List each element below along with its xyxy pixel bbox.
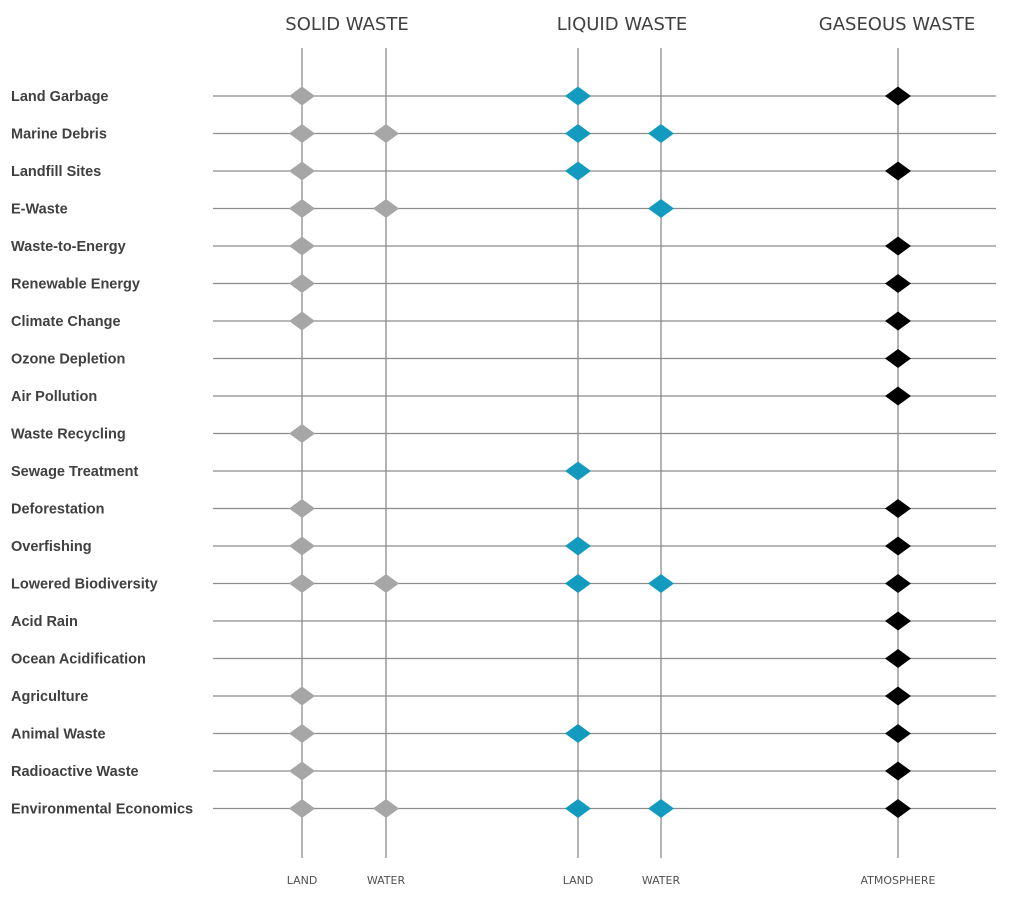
column-label: WATER [642, 874, 681, 887]
diamond-marker [289, 499, 315, 518]
diamond-marker [565, 124, 591, 143]
diamond-marker [373, 574, 399, 593]
row-label: Ocean Acidification [11, 652, 146, 668]
row-label: Land Garbage [11, 89, 109, 105]
diamond-marker [289, 199, 315, 218]
diamond-marker [885, 311, 911, 331]
diamond-marker [289, 86, 315, 106]
diamond-marker [289, 574, 315, 593]
row-label: Overfishing [11, 539, 92, 555]
diamond-marker [648, 199, 674, 218]
column-label: ATMOSPHERE [861, 874, 936, 887]
diamond-marker [289, 236, 315, 256]
row-label: Animal Waste [11, 727, 106, 743]
diamond-marker [289, 424, 315, 443]
row-label: Sewage Treatment [11, 464, 138, 480]
diamond-marker [373, 124, 399, 143]
row-label: Acid Rain [11, 614, 78, 630]
diamond-marker [885, 86, 911, 106]
row-label: Lowered Biodiversity [11, 577, 158, 593]
diamond-marker [885, 611, 911, 631]
group-label: GASEOUS WASTE [819, 14, 975, 35]
diamond-marker [565, 574, 591, 593]
row-label: Agriculture [11, 689, 88, 705]
diamond-marker [565, 461, 591, 481]
diamond-marker [373, 199, 399, 218]
diamond-marker [565, 724, 591, 743]
column-label: LAND [287, 874, 318, 887]
group-label: SOLID WASTE [285, 14, 408, 35]
group-label: LIQUID WASTE [557, 14, 688, 35]
diamond-marker [373, 799, 399, 818]
column-label: LAND [563, 874, 594, 887]
row-label: Climate Change [11, 314, 121, 330]
row-label: Renewable Energy [11, 277, 140, 293]
diamond-marker [289, 686, 315, 706]
diamond-marker [289, 536, 315, 556]
diamond-marker [565, 161, 591, 181]
diamond-marker [289, 761, 315, 781]
diamond-marker [885, 499, 911, 518]
column-label: WATER [367, 874, 406, 887]
diamond-marker [289, 161, 315, 181]
diamond-marker [885, 349, 911, 368]
diamond-marker [885, 649, 911, 668]
diamond-marker [565, 799, 591, 818]
row-label: Waste-to-Energy [11, 239, 126, 255]
diamond-marker [885, 161, 911, 181]
diamond-marker [289, 724, 315, 743]
diamond-marker [885, 274, 911, 293]
diamond-marker [885, 536, 911, 556]
diamond-marker [289, 799, 315, 818]
row-label: Deforestation [11, 502, 104, 518]
diamond-marker [885, 236, 911, 256]
diamond-marker [289, 124, 315, 143]
row-label: E-Waste [11, 202, 68, 218]
row-label: Marine Debris [11, 127, 107, 143]
diamond-marker [648, 574, 674, 593]
row-label: Air Pollution [11, 389, 97, 405]
row-label: Radioactive Waste [11, 764, 139, 780]
diamond-marker [565, 536, 591, 556]
diamond-marker [648, 799, 674, 818]
diamond-marker [885, 761, 911, 781]
diamond-marker [885, 686, 911, 706]
diamond-marker [885, 799, 911, 818]
diamond-marker [289, 311, 315, 331]
diamond-marker [565, 86, 591, 106]
row-label: Environmental Economics [11, 802, 193, 818]
diamond-marker [648, 124, 674, 143]
row-label: Ozone Depletion [11, 352, 125, 368]
diamond-marker [885, 386, 911, 406]
diamond-marker [885, 574, 911, 593]
diamond-marker [289, 274, 315, 293]
row-label: Landfill Sites [11, 164, 101, 180]
row-label: Waste Recycling [11, 427, 126, 443]
diamond-marker [885, 724, 911, 743]
